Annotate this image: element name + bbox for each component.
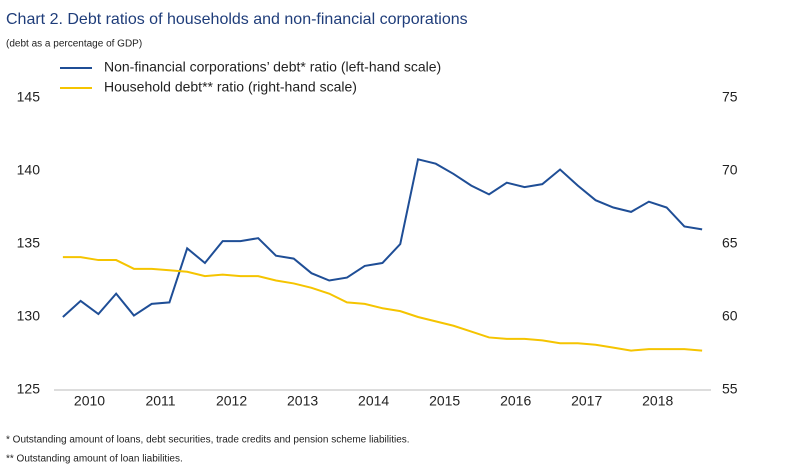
series-line xyxy=(62,256,703,352)
x-tick-label: 2012 xyxy=(216,393,247,409)
x-tick-label: 2015 xyxy=(429,393,460,409)
y-tick-label: 135 xyxy=(17,235,41,251)
y-tick-label: 140 xyxy=(17,162,41,178)
y2-tick-label: 55 xyxy=(722,381,738,397)
y2-tick-label: 65 xyxy=(722,235,738,251)
series-line xyxy=(62,158,703,318)
chart-subtitle: (debt as a percentage of GDP) xyxy=(6,39,142,50)
y-tick-label: 145 xyxy=(17,89,41,105)
chart-title: Chart 2. Debt ratios of households and n… xyxy=(6,11,468,28)
legend-label: Non-financial corporations’ debt* ratio … xyxy=(104,59,441,75)
footnote: * Outstanding amount of loans, debt secu… xyxy=(6,435,410,446)
x-tick-label: 2014 xyxy=(358,393,389,409)
x-tick-label: 2013 xyxy=(287,393,318,409)
y-tick-label: 130 xyxy=(17,308,41,324)
x-tick-label: 2017 xyxy=(571,393,602,409)
y2-tick-label: 75 xyxy=(722,89,738,105)
y-tick-label: 125 xyxy=(17,381,41,397)
y2-tick-label: 60 xyxy=(722,308,738,324)
x-tick-label: 2016 xyxy=(500,393,531,409)
footnote: ** Outstanding amount of loan liabilitie… xyxy=(6,454,183,465)
y2-tick-label: 70 xyxy=(722,162,738,178)
x-tick-label: 2011 xyxy=(145,393,175,409)
x-tick-label: 2010 xyxy=(74,393,105,409)
x-tick-label: 2018 xyxy=(642,393,673,409)
legend-label: Household debt** ratio (right-hand scale… xyxy=(104,79,357,95)
